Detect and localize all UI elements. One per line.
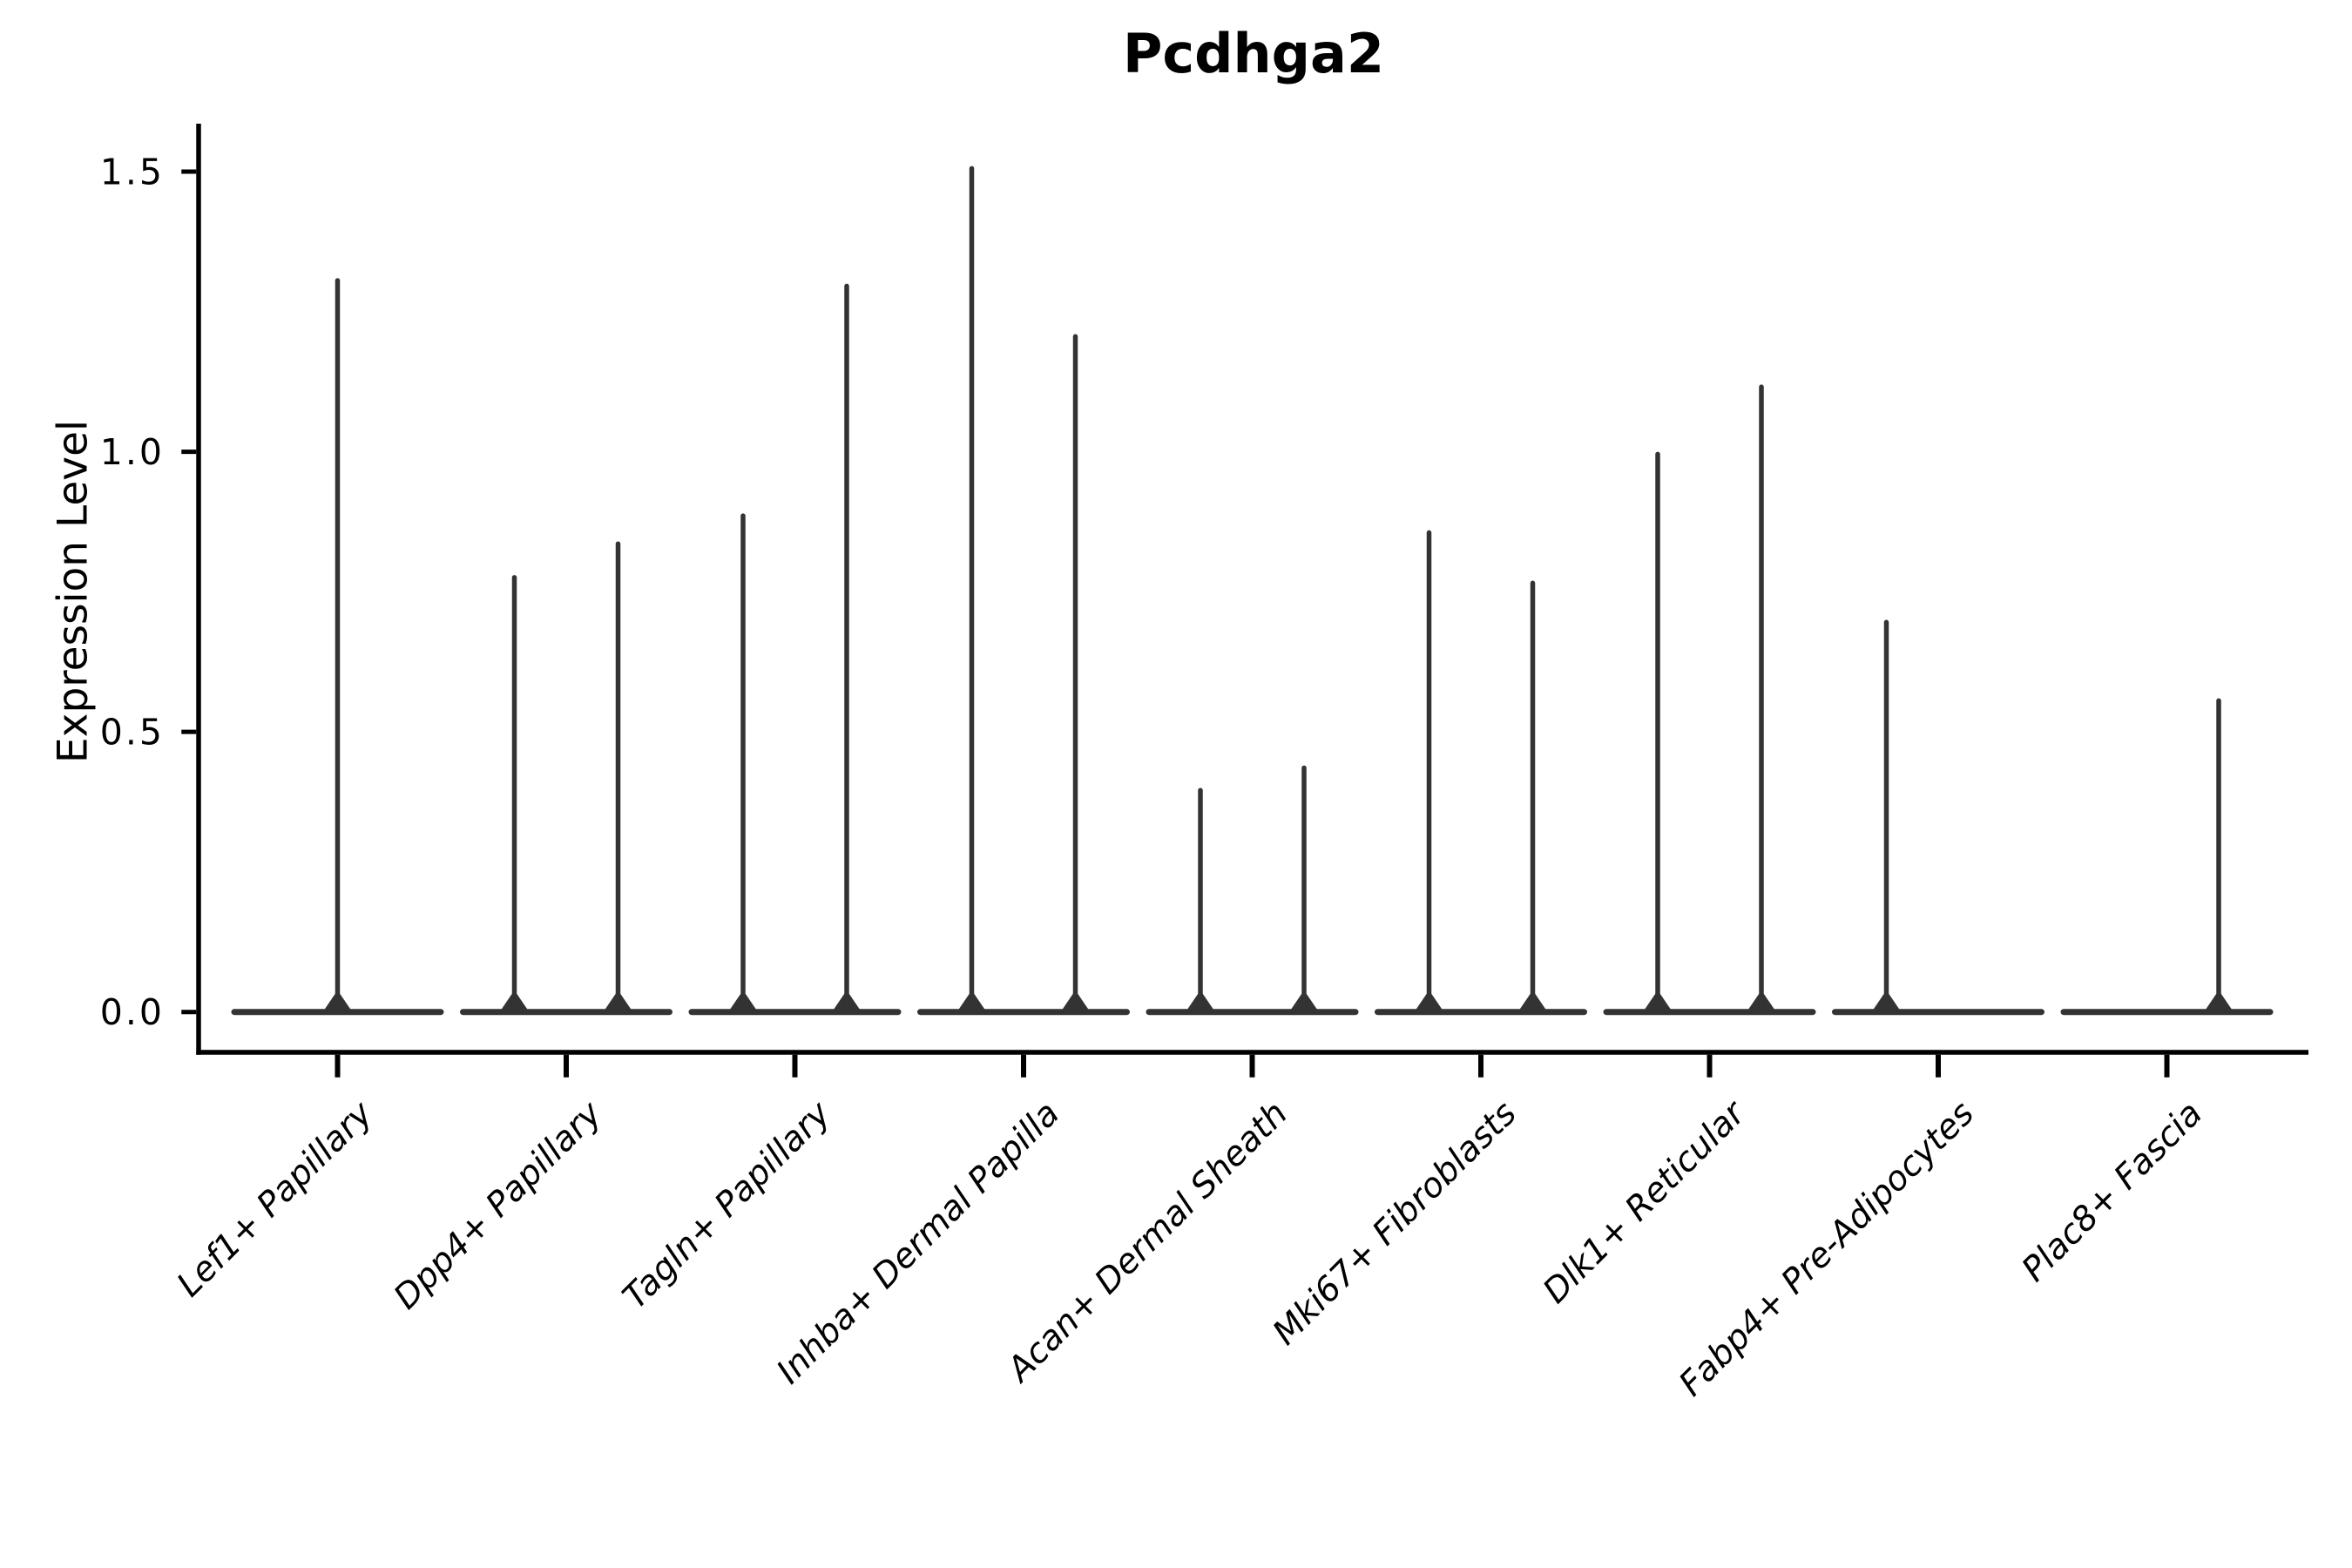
chart-title: Pcdhga2 [1122, 22, 1385, 85]
y-tick-label: 1.5 [100, 151, 165, 193]
violin-base [917, 1009, 1130, 1016]
y-tick-label: 1.0 [100, 431, 165, 473]
violin-spike [1530, 580, 1536, 1012]
violin-spike [1301, 765, 1307, 1012]
violin-spike [511, 575, 517, 1012]
violin-base [1603, 1009, 1816, 1016]
violin-spike [1072, 334, 1078, 1012]
violin-base [1146, 1009, 1359, 1016]
violin-spike [740, 513, 746, 1012]
violin-spike [1426, 530, 1432, 1012]
violin-spike [969, 166, 975, 1012]
y-tick-label: 0.5 [100, 712, 165, 754]
violin-spike [1883, 619, 1889, 1012]
violin-base [460, 1009, 672, 1016]
violin-base [688, 1009, 902, 1016]
violin-base [2060, 1009, 2274, 1016]
y-tick-label: 0.0 [100, 991, 165, 1033]
violin-spike [844, 283, 849, 1012]
violin-base [1832, 1009, 2044, 1016]
violin-spike [1198, 787, 1203, 1012]
violin-spike [2216, 698, 2221, 1012]
violin-spike [615, 541, 621, 1012]
y-axis-title: Expression Level [49, 419, 98, 764]
violin-spike [335, 278, 341, 1012]
violin-spike [1655, 451, 1660, 1012]
violin-spike [1759, 384, 1764, 1012]
violin-base [1375, 1009, 1587, 1016]
